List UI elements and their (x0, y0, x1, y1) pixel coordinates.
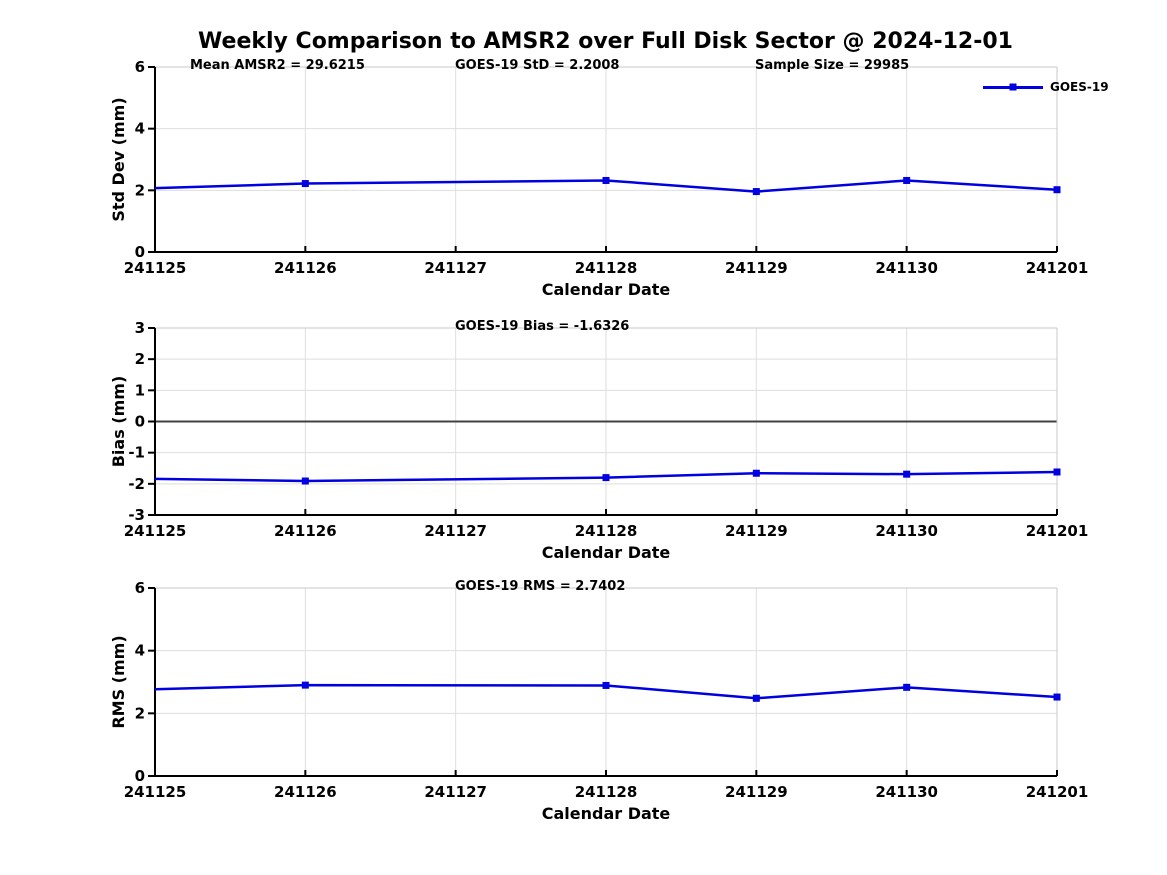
x-tick-label: 241125 (124, 783, 187, 801)
x-axis-label: Calendar Date (542, 804, 671, 823)
x-tick-label: 241129 (725, 522, 788, 540)
y-tick-label: 2 (135, 350, 145, 368)
x-tick-label: 241129 (725, 259, 788, 277)
x-tick-label: 241125 (124, 259, 187, 277)
stat-annotation: Mean AMSR2 = 29.6215 (190, 58, 365, 73)
x-axis-label: Calendar Date (542, 543, 671, 562)
legend-marker-icon (1009, 83, 1017, 91)
x-tick-label: 241128 (575, 522, 638, 540)
x-tick-label: 241125 (124, 522, 187, 540)
x-tick-label: 241130 (875, 522, 938, 540)
y-tick-label: 2 (135, 181, 145, 199)
y-tick-label: -1 (128, 444, 145, 462)
y-tick-label: 0 (135, 767, 145, 785)
legend: GOES-19 (983, 79, 1109, 95)
data-point-marker (301, 180, 309, 188)
x-tick-label: 241130 (875, 783, 938, 801)
y-tick-label: 3 (135, 319, 145, 337)
data-point-marker (1053, 468, 1061, 476)
series-line-goes19 (154, 470, 1058, 483)
x-tick-label: 241127 (424, 783, 487, 801)
data-point-marker (301, 477, 309, 485)
figure-title: Weekly Comparison to AMSR2 over Full Dis… (198, 29, 1013, 54)
data-point-marker (1053, 186, 1061, 194)
stat-annotation: GOES-19 StD = 2.2008 (455, 58, 619, 73)
legend-line-sample (983, 83, 1043, 91)
x-tick-label: 241126 (274, 783, 337, 801)
data-point-marker (752, 188, 760, 196)
stat-annotation: GOES-19 RMS = 2.7402 (455, 579, 625, 594)
subplot-2: -3 -2 -1 0 1 2 3 241125 241126 241127 241128 241129… (109, 319, 1088, 562)
series-line-goes19 (154, 179, 1058, 193)
data-point-marker (903, 683, 911, 691)
stat-annotation: GOES-19 Bias = -1.6326 (455, 319, 629, 334)
x-tick-label: 241128 (575, 783, 638, 801)
data-point-marker (301, 681, 309, 689)
y-tick-label: 0 (135, 413, 145, 431)
data-point-marker (752, 694, 760, 702)
x-axis-label: Calendar Date (542, 280, 671, 299)
y-tick-label: 6 (135, 58, 145, 76)
data-point-marker (903, 470, 911, 478)
x-tick-label: 241130 (875, 259, 938, 277)
legend-label: GOES-19 (1050, 80, 1109, 94)
x-tick-label: 241201 (1026, 522, 1089, 540)
x-tick-label: 241201 (1026, 783, 1089, 801)
x-tick-label: 241127 (424, 522, 487, 540)
y-tick-label: -3 (128, 506, 145, 524)
x-tick-label: 241126 (274, 522, 337, 540)
y-axis-label: RMS (mm) (109, 635, 128, 728)
x-tick-label: 241128 (575, 259, 638, 277)
y-tick-label: 1 (135, 381, 145, 399)
x-tick-label: 241201 (1026, 259, 1089, 277)
y-tick-label: 4 (135, 120, 145, 138)
y-tick-label: 2 (135, 704, 145, 722)
data-point-marker (602, 681, 610, 689)
y-tick-label: 0 (135, 243, 145, 261)
x-tick-label: 241126 (274, 259, 337, 277)
data-point-marker (602, 176, 610, 184)
x-tick-label: 241129 (725, 783, 788, 801)
data-point-marker (1053, 693, 1061, 701)
y-axis-label: Std Dev (mm) (109, 97, 128, 221)
y-axis-label: Bias (mm) (109, 376, 128, 468)
data-point-marker (752, 469, 760, 477)
subplot-1: 0 2 4 6 241125 241126 241127 241128 241129 241130… (109, 58, 1088, 299)
data-point-marker (903, 176, 911, 184)
subplot-3: 0 2 4 6 241125 241126 241127 241128 241129 241130… (109, 579, 1088, 823)
stat-annotation: Sample Size = 29985 (755, 58, 909, 73)
x-tick-label: 241127 (424, 259, 487, 277)
y-tick-label: -2 (128, 475, 145, 493)
series-line-goes19 (154, 683, 1058, 700)
y-tick-label: 6 (135, 579, 145, 597)
data-point-marker (602, 474, 610, 482)
y-tick-label: 4 (135, 642, 145, 660)
